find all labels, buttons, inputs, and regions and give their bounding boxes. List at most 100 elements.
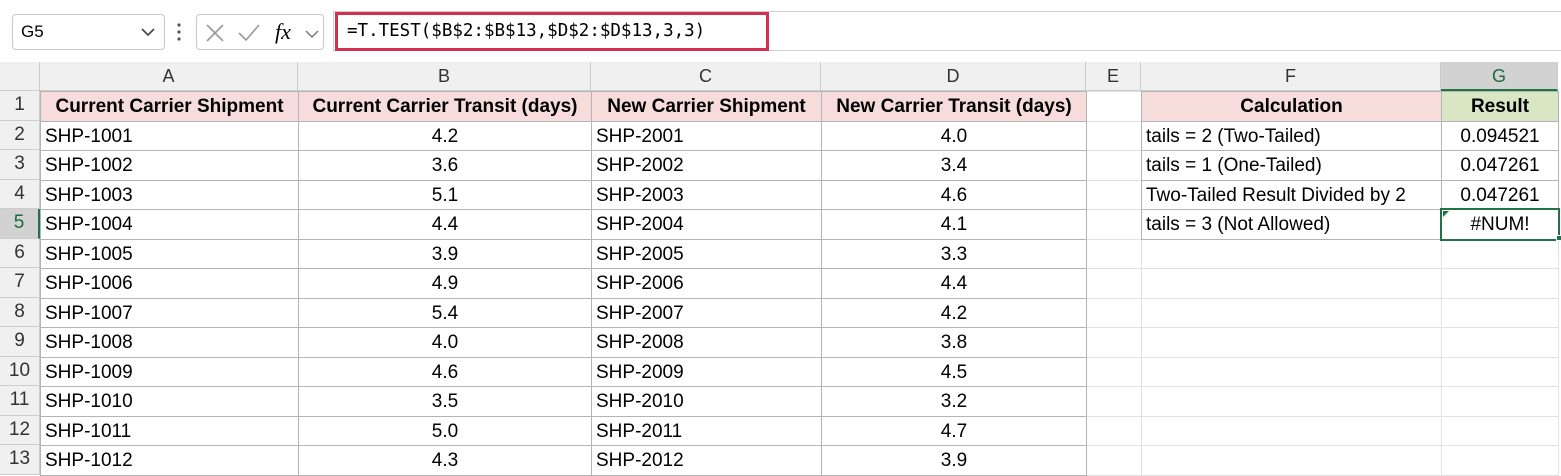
cell[interactable]: SHP-2010: [591, 386, 822, 417]
cell-gridline: [1086, 327, 1142, 358]
cell[interactable]: SHP-2001: [591, 120, 822, 151]
cell[interactable]: 4.3: [298, 445, 592, 476]
cell[interactable]: SHP-2007: [591, 297, 822, 328]
cell[interactable]: 5.0: [298, 415, 592, 446]
cell-gridline: [1141, 268, 1442, 299]
cell[interactable]: SHP-1006: [40, 268, 299, 299]
formula-buttons: fx: [196, 14, 324, 50]
error-indicator: [1443, 211, 1449, 217]
row-header[interactable]: 6: [0, 238, 40, 268]
column-header[interactable]: E: [1086, 62, 1141, 91]
column-header[interactable]: A: [40, 62, 298, 91]
cell[interactable]: 4.0: [821, 120, 1087, 151]
cell[interactable]: New Carrier Shipment: [591, 91, 822, 122]
cell[interactable]: SHP-1008: [40, 327, 299, 358]
row-header[interactable]: 10: [0, 356, 40, 386]
cell[interactable]: 4.2: [298, 120, 592, 151]
name-box[interactable]: G5: [12, 14, 165, 50]
row-header[interactable]: 11: [0, 386, 40, 416]
cell[interactable]: 3.9: [298, 238, 592, 269]
cell-gridline: [1441, 386, 1559, 417]
cell[interactable]: SHP-2009: [591, 356, 822, 387]
cell[interactable]: 4.2: [821, 297, 1087, 328]
cell[interactable]: Result: [1441, 91, 1559, 122]
cell-gridline: [1086, 415, 1142, 446]
cell[interactable]: 0.047261: [1441, 150, 1559, 181]
cell[interactable]: 4.9: [298, 268, 592, 299]
row-header[interactable]: 2: [0, 120, 40, 150]
row-header[interactable]: 9: [0, 327, 40, 357]
cell[interactable]: Two-Tailed Result Divided by 2: [1141, 179, 1442, 210]
cell-gridline: [1086, 179, 1142, 210]
cell-gridline: [1141, 445, 1442, 476]
column-header[interactable]: C: [591, 62, 821, 91]
cell[interactable]: SHP-2012: [591, 445, 822, 476]
cell[interactable]: SHP-1010: [40, 386, 299, 417]
cell[interactable]: 4.0: [298, 327, 592, 358]
column-header[interactable]: B: [298, 62, 591, 91]
cell[interactable]: 4.6: [298, 356, 592, 387]
cell[interactable]: SHP-1007: [40, 297, 299, 328]
cell[interactable]: 5.4: [298, 297, 592, 328]
cell[interactable]: 3.3: [821, 238, 1087, 269]
select-all[interactable]: [0, 62, 40, 91]
row-header[interactable]: 5: [0, 209, 40, 239]
insert-function-button[interactable]: fx: [275, 19, 291, 44]
cell[interactable]: SHP-1009: [40, 356, 299, 387]
cell[interactable]: SHP-2006: [591, 268, 822, 299]
row-header[interactable]: 3: [0, 150, 40, 180]
cell[interactable]: 3.8: [821, 327, 1087, 358]
cell-gridline: [1141, 297, 1442, 328]
cell[interactable]: 3.6: [298, 150, 592, 181]
cell[interactable]: 3.9: [821, 445, 1087, 476]
cell[interactable]: tails = 2 (Two-Tailed): [1141, 120, 1442, 151]
cell[interactable]: SHP-2005: [591, 238, 822, 269]
row-header[interactable]: 7: [0, 268, 40, 298]
fill-handle[interactable]: [1556, 234, 1561, 241]
enter-button[interactable]: [237, 23, 261, 43]
cell[interactable]: SHP-1012: [40, 445, 299, 476]
formula-bar[interactable]: [333, 11, 1561, 51]
cell[interactable]: Current Carrier Shipment: [40, 91, 299, 122]
cell[interactable]: 4.6: [821, 179, 1087, 210]
cell[interactable]: SHP-1004: [40, 209, 299, 240]
cell[interactable]: New Carrier Transit (days): [821, 91, 1087, 122]
cell[interactable]: SHP-2008: [591, 327, 822, 358]
cell[interactable]: 3.5: [298, 386, 592, 417]
cell[interactable]: 3.4: [821, 150, 1087, 181]
cell-gridline: [1086, 445, 1142, 476]
cell[interactable]: SHP-2011: [591, 415, 822, 446]
cell[interactable]: SHP-2003: [591, 179, 822, 210]
row-header[interactable]: 12: [0, 415, 40, 445]
row-header[interactable]: 8: [0, 297, 40, 327]
cancel-button[interactable]: [205, 23, 225, 43]
cell[interactable]: 4.5: [821, 356, 1087, 387]
cell[interactable]: tails = 3 (Not Allowed): [1141, 209, 1442, 240]
row-header[interactable]: 13: [0, 445, 40, 475]
cell[interactable]: 3.2: [821, 386, 1087, 417]
cell[interactable]: 0.094521: [1441, 120, 1559, 151]
cell[interactable]: 0.047261: [1441, 179, 1559, 210]
cell[interactable]: SHP-1001: [40, 120, 299, 151]
cell[interactable]: SHP-1011: [40, 415, 299, 446]
cell[interactable]: SHP-1002: [40, 150, 299, 181]
cell[interactable]: SHP-1003: [40, 179, 299, 210]
cell[interactable]: 4.1: [821, 209, 1087, 240]
cell[interactable]: 4.4: [821, 268, 1087, 299]
cell[interactable]: 4.7: [821, 415, 1087, 446]
column-header[interactable]: G: [1441, 62, 1558, 91]
column-header[interactable]: F: [1141, 62, 1441, 91]
cell[interactable]: SHP-2002: [591, 150, 822, 181]
cell[interactable]: SHP-1005: [40, 238, 299, 269]
cell[interactable]: Current Carrier Transit (days): [298, 91, 592, 122]
row-header[interactable]: 1: [0, 91, 40, 121]
cell[interactable]: tails = 1 (One-Tailed): [1141, 150, 1442, 181]
cell[interactable]: 4.4: [298, 209, 592, 240]
cell[interactable]: 5.1: [298, 179, 592, 210]
column-header[interactable]: D: [821, 62, 1086, 91]
cell-gridline: [1441, 268, 1559, 299]
cell[interactable]: Calculation: [1141, 91, 1442, 122]
cell-gridline: [1086, 238, 1142, 269]
row-header[interactable]: 4: [0, 179, 40, 209]
cell[interactable]: SHP-2004: [591, 209, 822, 240]
